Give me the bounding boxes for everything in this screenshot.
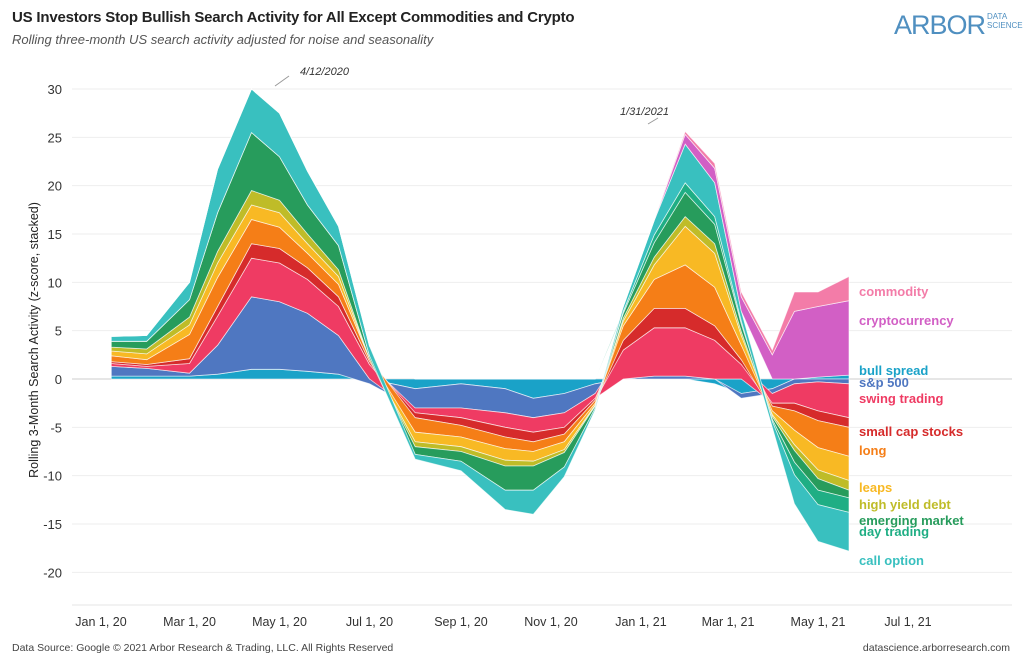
y-tick-label: 5 [55,324,62,339]
y-tick-label: 30 [48,82,62,97]
series-label: long [859,443,886,458]
y-tick-label: 25 [48,130,62,145]
series-label: day trading [859,524,929,539]
y-tick-label: 15 [48,227,62,242]
y-tick-label: -10 [43,469,62,484]
series-label: emerging market [859,513,964,528]
series-label: swing trading [859,391,944,406]
x-tick-label: Jul 1, 21 [884,615,931,629]
x-tick-label: Sep 1, 20 [434,615,488,629]
area-commodity[interactable] [111,88,850,380]
series-label: small cap stocks [859,424,963,439]
x-tick-label: Mar 1, 21 [702,615,755,629]
series-label: s&p 500 [859,375,909,390]
footer-url[interactable]: datascience.arborresearch.com [862,642,1010,654]
chart-subtitle: Rolling three-month US search activity a… [12,32,434,47]
x-tick-label: May 1, 20 [252,615,307,629]
series-label: call option [859,553,924,568]
y-tick-label: 0 [55,372,62,387]
annotation-leader [647,117,659,125]
chart-title: US Investors Stop Bullish Search Activit… [12,9,575,26]
x-tick-label: Jan 1, 21 [615,615,666,629]
footer-source: Data Source: Google © 2021 Arbor Researc… [12,642,394,654]
annotation-leader [274,75,290,87]
x-tick-label: Nov 1, 20 [524,615,578,629]
arbor-logo: ARBOR DATA SCIENCE [894,10,1023,40]
series-label: high yield debt [859,497,951,512]
y-tick-label: -5 [50,420,62,435]
y-tick-label: 20 [48,179,62,194]
annotation-label: 1/31/2021 [620,106,669,118]
series-label: commodity [859,284,929,299]
y-tick-label: -15 [43,517,62,532]
series-label: cryptocurrency [859,313,954,328]
annotation-label: 4/12/2020 [300,66,350,78]
x-tick-label: Mar 1, 20 [163,615,216,629]
x-tick-label: Jul 1, 20 [346,615,393,629]
series-label: leaps [859,480,892,495]
y-tick-label: -20 [43,565,62,580]
series-label: bull spread [859,363,928,378]
x-tick-label: May 1, 21 [791,615,846,629]
y-axis-label: Rolling 3-Month Search Activity (z-score… [27,202,41,478]
y-tick-label: 10 [48,275,62,290]
x-tick-label: Jan 1, 20 [75,615,126,629]
